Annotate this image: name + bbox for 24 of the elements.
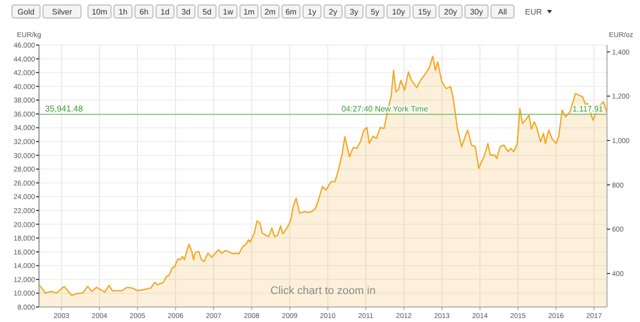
text: 1y (308, 8, 316, 16)
text: 5y (370, 8, 380, 16)
annotation: Click chart to zoom in (270, 285, 376, 297)
text: 2m (264, 8, 276, 16)
text: Gold (18, 8, 34, 16)
text: 3y (350, 8, 358, 16)
text: 10m (92, 8, 108, 16)
text: All (498, 8, 508, 16)
text: 20y (444, 8, 457, 16)
text: 1m (243, 8, 255, 16)
text: 15y (418, 8, 431, 16)
text: EUR (525, 8, 542, 16)
text: 2y (328, 8, 338, 16)
text: 10y (392, 8, 405, 16)
text: 30y (470, 8, 483, 16)
text: 6h (140, 8, 148, 16)
ref-line-label: 35,941.48 (45, 103, 84, 114)
text: 3d (182, 8, 190, 16)
text: 1h (118, 8, 128, 16)
text: 6m (285, 8, 297, 16)
text: 5d (202, 8, 212, 16)
text: 1d (160, 8, 170, 16)
text: Silver (52, 8, 72, 16)
text: 1w (222, 8, 234, 16)
